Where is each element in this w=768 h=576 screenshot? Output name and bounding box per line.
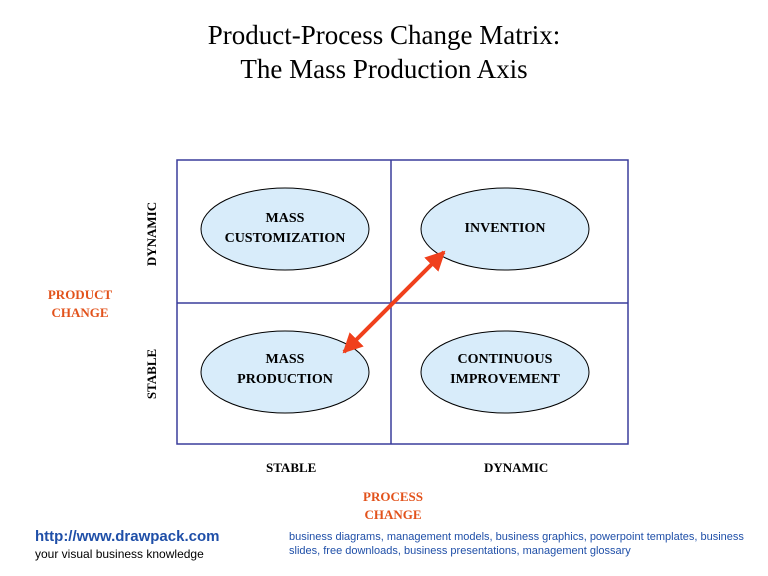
label-mass-production: MASS PRODUCTION <box>237 352 333 387</box>
y-axis-dynamic-label: DYNAMIC <box>144 201 159 267</box>
x-axis-title: PROCESS CHANGE <box>363 489 423 522</box>
drawpack-link[interactable]: http://www.drawpack.com <box>35 528 220 545</box>
x-axis-stable-label: STABLE <box>266 460 317 475</box>
oval-invention <box>420 187 590 271</box>
oval-mass-production <box>200 330 370 414</box>
x-axis-dynamic-label: DYNAMIC <box>484 460 549 475</box>
diagram-title: Product-Process Change Matrix: The Mass … <box>0 18 768 86</box>
oval-continuous-improvement <box>420 330 590 414</box>
oval-mass-customization <box>200 187 370 271</box>
footer-keywords: business diagrams, management models, bu… <box>289 531 744 557</box>
matrix-border <box>176 159 629 445</box>
label-invention: INVENTION <box>464 221 546 236</box>
mass-production-axis-arrow <box>342 250 446 354</box>
title-line-1: Product-Process Change Matrix: <box>207 20 561 50</box>
title-line-2: The Mass Production Axis <box>240 54 528 84</box>
label-continuous-improvement: CONTINUOUS IMPROVEMENT <box>450 352 560 387</box>
y-axis-title: PRODUCT CHANGE <box>47 287 113 320</box>
y-axis-stable-label: STABLE <box>144 348 159 400</box>
label-mass-customization: MASS CUSTOMIZATION <box>224 211 346 246</box>
footer-tagline: your visual business knowledge <box>35 547 204 561</box>
